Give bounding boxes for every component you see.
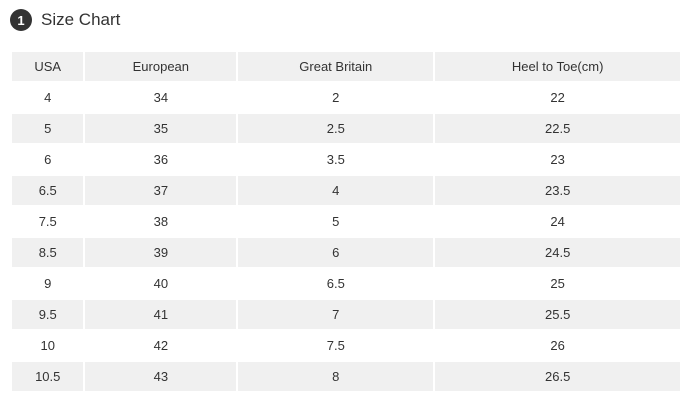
table-cell: 7.5 — [326, 338, 345, 353]
table-cell: 23 — [550, 152, 565, 167]
table-row: 9.5 41 7 25.5 — [12, 300, 680, 329]
table-row: 10.5 43 8 26.5 — [12, 362, 680, 391]
table-cell: 39 — [85, 238, 237, 267]
table-cell: 38 — [153, 214, 169, 229]
table-cell: 5 — [12, 114, 84, 143]
column-header: USA — [12, 52, 84, 81]
table-row: 7.5 38 5 24 — [12, 207, 680, 236]
table-cell: 9 — [44, 276, 52, 291]
table-cell: 3.5 — [326, 152, 345, 167]
table-cell: 22.5 — [435, 114, 680, 143]
table-cell: 34 — [153, 90, 169, 105]
step-badge: 1 — [10, 9, 32, 31]
table-cell: 6.5 — [12, 176, 84, 205]
table-cell: 2 — [332, 90, 340, 105]
table-cell: 24.5 — [435, 238, 680, 267]
table-cell: 26.5 — [435, 362, 680, 391]
table-row: 9 40 6.5 25 — [12, 269, 680, 298]
table-cell: 8 — [238, 362, 434, 391]
table-cell: 35 — [85, 114, 237, 143]
table-cell: 7 — [238, 300, 434, 329]
table-cell: 7.5 — [38, 214, 57, 229]
table-cell: 43 — [85, 362, 237, 391]
header-row: USA European Great Britain Heel to Toe(cm) — [12, 52, 680, 81]
table-row: 10 42 7.5 26 — [12, 331, 680, 360]
table-row: 6 36 3.5 23 — [12, 145, 680, 174]
table-cell: 26 — [550, 338, 565, 353]
table-cell: 40 — [153, 276, 169, 291]
table-cell: 2.5 — [238, 114, 434, 143]
column-header: Great Britain — [238, 52, 434, 81]
table-cell: 36 — [153, 152, 169, 167]
table-cell: 22 — [550, 90, 565, 105]
table-row: 4 34 2 22 — [12, 83, 680, 112]
column-header: European — [85, 52, 237, 81]
table-cell: 6 — [238, 238, 434, 267]
title: Size Chart — [41, 10, 121, 29]
table-cell: 10.5 — [12, 362, 84, 391]
table-row: 8.5 39 6 24.5 — [12, 238, 680, 267]
table-cell: 25.5 — [435, 300, 680, 329]
table-cell: 37 — [85, 176, 237, 205]
size-table: USA European Great Britain Heel to Toe(cm) … — [10, 50, 682, 393]
table-cell: 10 — [40, 338, 55, 353]
table-cell: 4 — [44, 90, 52, 105]
column-header: Heel to Toe(cm) — [435, 52, 680, 81]
table-cell: 42 — [153, 338, 169, 353]
table-row: 5 35 2.5 22.5 — [12, 114, 680, 143]
table-cell: 9.5 — [12, 300, 84, 329]
header: 1 Size Chart — [10, 8, 120, 32]
table-body: 4 34 2 22 5 35 2.5 22.5 6 36 3.5 23 6.5 37 4 23.5 7.5 38 5… — [12, 83, 680, 391]
table-cell: 6.5 — [326, 276, 345, 291]
table-cell: 25 — [550, 276, 565, 291]
table-cell: 41 — [85, 300, 237, 329]
table-cell: 23.5 — [435, 176, 680, 205]
table-cell: 5 — [332, 214, 340, 229]
table-cell: 6 — [44, 152, 52, 167]
table-cell: 8.5 — [12, 238, 84, 267]
table-cell: 4 — [238, 176, 434, 205]
table-cell: 24 — [550, 214, 565, 229]
table-row: 6.5 37 4 23.5 — [12, 176, 680, 205]
